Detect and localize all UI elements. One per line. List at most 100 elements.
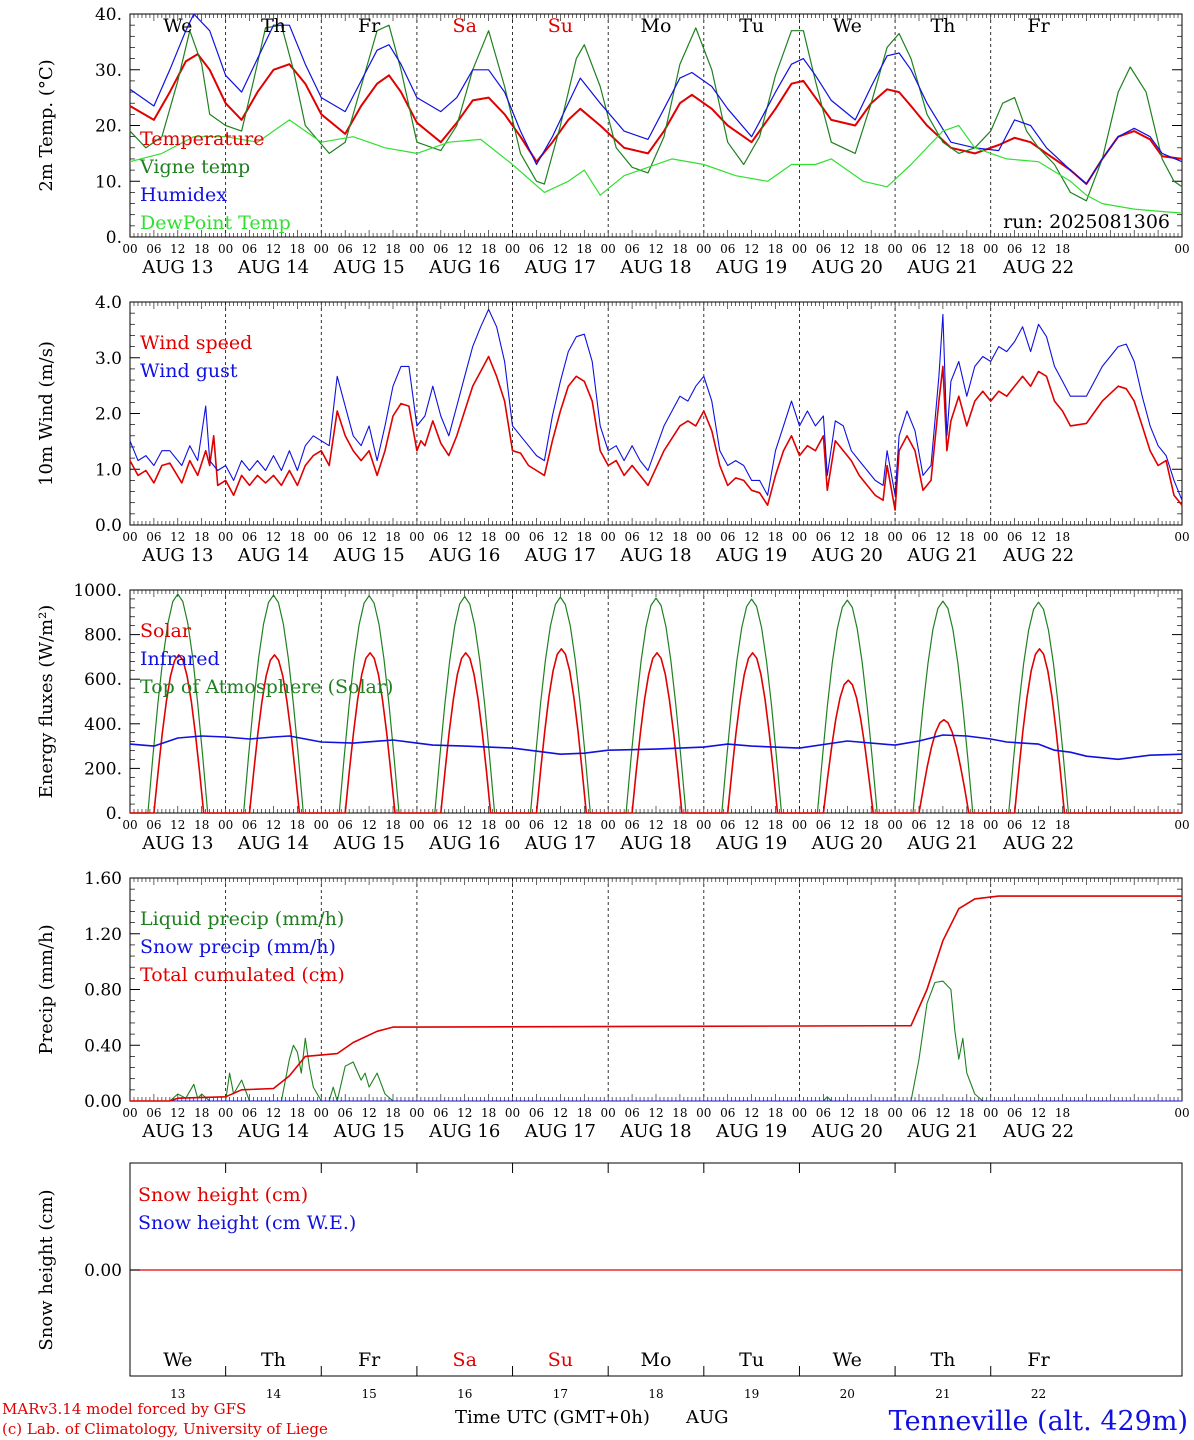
hour-tick-label: 12	[361, 1106, 376, 1120]
date-label: AUG 17	[524, 257, 596, 278]
hour-tick-label: 06	[338, 818, 353, 832]
hour-tick-label: 18	[672, 530, 687, 544]
hour-tick-label: 00	[122, 242, 137, 256]
date-label: AUG 13	[141, 833, 213, 854]
hour-tick-label: 18	[577, 818, 592, 832]
hour-tick-label: 00	[887, 818, 902, 832]
date-label: AUG 18	[619, 257, 691, 278]
hour-tick-label: 06	[529, 242, 544, 256]
hour-tick-label: 06	[146, 1106, 161, 1120]
hour-tick-label: 18	[290, 1106, 305, 1120]
hour-tick-label: 06	[624, 530, 639, 544]
y-tick-label: 0.	[106, 228, 122, 248]
hour-tick-label: 12	[935, 242, 950, 256]
legend-entry: Top of Atmosphere (Solar)	[140, 676, 393, 698]
legend-entry: Total cumulated (cm)	[140, 964, 345, 986]
hour-tick-label: 06	[624, 818, 639, 832]
date-label: AUG 22	[1002, 257, 1074, 278]
hour-tick-label: 06	[529, 818, 544, 832]
date-label: AUG 17	[524, 833, 596, 854]
hour-tick-label: 00	[218, 1106, 233, 1120]
hour-tick-label: 06	[1007, 1106, 1022, 1120]
y-axis-label: 2m Temp. (°C)	[36, 59, 57, 191]
hour-tick-label: 06	[338, 242, 353, 256]
date-label: AUG 21	[906, 1121, 978, 1142]
hour-tick-label: 06	[1007, 818, 1022, 832]
hour-tick-label: 06	[816, 242, 831, 256]
series-line	[129, 24, 1183, 202]
weekday-label: Mo	[641, 15, 672, 37]
legend-entry: Snow height (cm)	[138, 1184, 308, 1206]
hour-tick-label: 06	[1007, 242, 1022, 256]
hour-tick-label: 06	[624, 1106, 639, 1120]
weekday-label: Fr	[1027, 15, 1050, 37]
hour-tick-label: 06	[911, 530, 926, 544]
hour-tick-label: 12	[648, 242, 663, 256]
legend-entry: Wind speed	[140, 332, 252, 354]
hour-tick-label: 12	[361, 818, 376, 832]
hour-tick-label: 12	[457, 818, 472, 832]
hour-tick-label: 18	[864, 818, 879, 832]
hour-tick-label: 18	[672, 242, 687, 256]
hour-tick-label: 18	[959, 1106, 974, 1120]
hour-tick-label: 18	[1055, 242, 1070, 256]
hour-tick-label: 18	[290, 818, 305, 832]
hour-tick-label: 00	[314, 1106, 329, 1120]
y-axis-label: Energy fluxes (W/m²)	[36, 605, 57, 799]
date-label: AUG 22	[1002, 1121, 1074, 1142]
weekday-label: Fr	[358, 1349, 381, 1371]
y-tick-label: 0.40	[84, 1036, 122, 1056]
y-tick-label: 1.60	[84, 869, 122, 889]
hour-tick-label: 06	[720, 1106, 735, 1120]
hour-tick-label: 18	[864, 1106, 879, 1120]
hour-tick-label: 12	[170, 242, 185, 256]
day-number: 18	[648, 1387, 663, 1401]
hour-tick-label: 18	[864, 242, 879, 256]
hour-tick-label: 00	[1174, 530, 1189, 544]
weekday-label: Fr	[358, 15, 381, 37]
hour-tick-label: 18	[385, 242, 400, 256]
date-label: AUG 17	[524, 545, 596, 566]
weekday-label: Tu	[739, 15, 764, 37]
date-label: AUG 16	[428, 545, 500, 566]
date-label: AUG 21	[906, 545, 978, 566]
month-label: AUG	[685, 1407, 729, 1428]
hour-tick-label: 06	[338, 1106, 353, 1120]
date-label: AUG 16	[428, 833, 500, 854]
hour-tick-label: 06	[146, 242, 161, 256]
day-number: 21	[935, 1387, 950, 1401]
hour-tick-label: 06	[433, 242, 448, 256]
hour-tick-label: 18	[481, 1106, 496, 1120]
date-label: AUG 18	[619, 833, 691, 854]
hour-tick-label: 00	[887, 242, 902, 256]
hour-tick-label: 12	[744, 818, 759, 832]
series-line	[129, 355, 1183, 511]
hour-tick-label: 12	[457, 530, 472, 544]
hour-tick-label: 18	[672, 818, 687, 832]
y-tick-label: 1.0	[95, 460, 122, 480]
hour-tick-label: 18	[768, 1106, 783, 1120]
weekday-label: Th	[261, 15, 286, 37]
hour-tick-label: 06	[816, 530, 831, 544]
weekday-label: Sa	[453, 15, 477, 37]
hour-tick-label: 12	[1031, 242, 1046, 256]
hour-tick-label: 06	[911, 818, 926, 832]
legend-entry: Wind gust	[140, 360, 238, 382]
weekday-label: Mo	[641, 1349, 672, 1371]
y-axis-label: Snow height (cm)	[36, 1189, 57, 1350]
legend-entry: Solar	[140, 620, 192, 642]
y-tick-label: 3.0	[95, 349, 122, 369]
hour-tick-label: 12	[935, 818, 950, 832]
hour-tick-label: 00	[1174, 818, 1189, 832]
legend-entry: Temperature	[140, 128, 264, 150]
hour-tick-label: 00	[696, 818, 711, 832]
hour-tick-label: 06	[338, 530, 353, 544]
hour-tick-label: 00	[887, 530, 902, 544]
hour-tick-label: 18	[385, 818, 400, 832]
date-label: AUG 14	[237, 1121, 309, 1142]
date-label: AUG 18	[619, 545, 691, 566]
date-label: AUG 19	[715, 257, 787, 278]
day-number: 15	[361, 1387, 376, 1401]
